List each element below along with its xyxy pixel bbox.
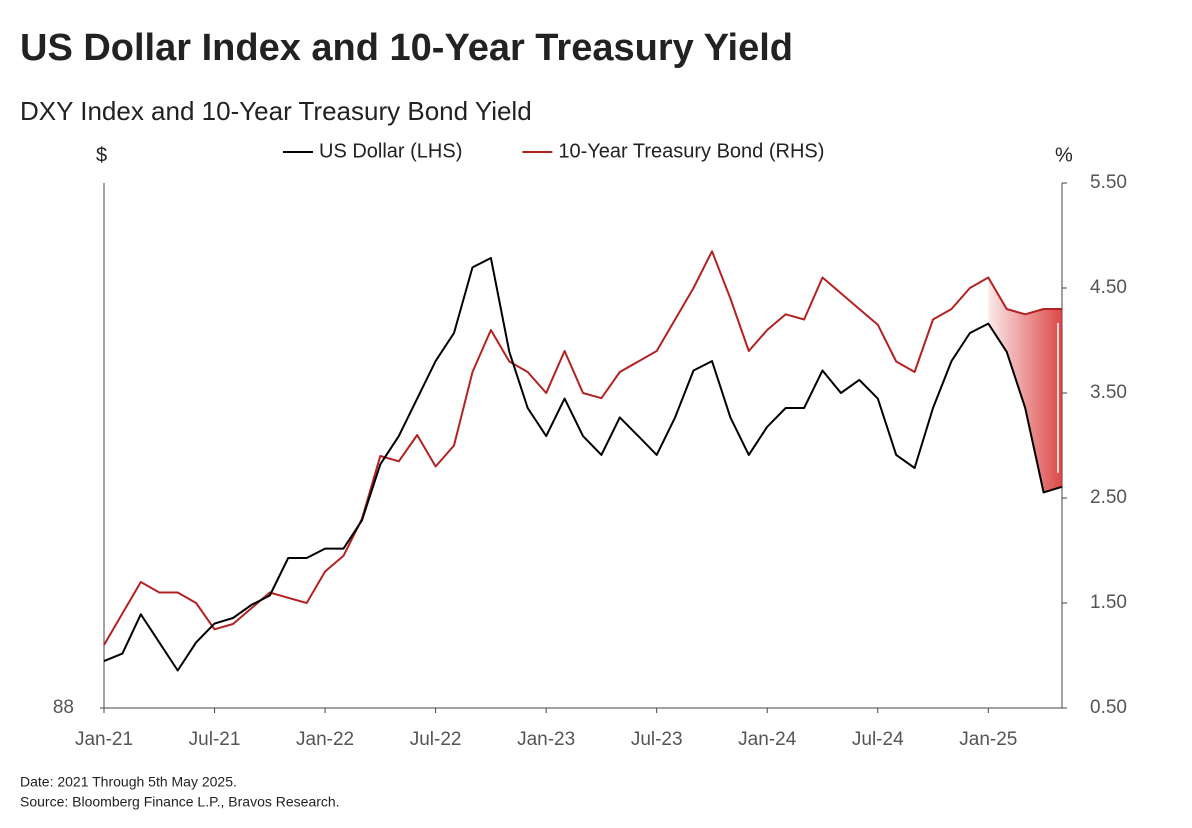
y2-tick-label: 1.50	[1090, 592, 1127, 613]
x-tick-label: Jul-24	[852, 729, 904, 750]
x-tick-label: Jul-21	[189, 729, 241, 750]
y2-tick-label: 4.50	[1090, 277, 1127, 298]
chart-title: US Dollar Index and 10-Year Treasury Yie…	[20, 27, 793, 69]
x-tick-label: Jan-25	[959, 729, 1017, 750]
x-tick-label: Jul-23	[631, 729, 683, 750]
series-line	[103, 250, 1062, 646]
y-tick-label: 88	[53, 697, 74, 718]
legend-label: US Dollar (LHS)	[319, 140, 462, 162]
x-tick-label: Jan-24	[738, 729, 797, 750]
chart-subtitle: DXY Index and 10-Year Treasury Bond Yiel…	[20, 96, 532, 126]
legend-label: 10-Year Treasury Bond (RHS)	[558, 140, 824, 162]
y-unit: $	[96, 144, 107, 166]
gap-shade	[988, 277, 1062, 493]
x-tick-label: Jul-22	[410, 729, 462, 750]
series-line	[103, 257, 1063, 672]
y2-tick-label: 3.50	[1090, 382, 1127, 403]
y2-unit: %	[1055, 144, 1073, 166]
note: Date: 2021 Through 5th May 2025.	[20, 774, 237, 790]
note: Source: Bloomberg Finance L.P., Bravos R…	[20, 794, 340, 810]
x-tick-label: Jan-23	[517, 729, 575, 750]
y2-tick-label: 2.50	[1090, 487, 1127, 508]
y2-tick-label: 0.50	[1090, 697, 1127, 718]
x-tick-label: Jan-21	[75, 729, 133, 750]
x-tick-label: Jan-22	[296, 729, 354, 750]
y2-tick-label: 5.50	[1090, 172, 1127, 193]
